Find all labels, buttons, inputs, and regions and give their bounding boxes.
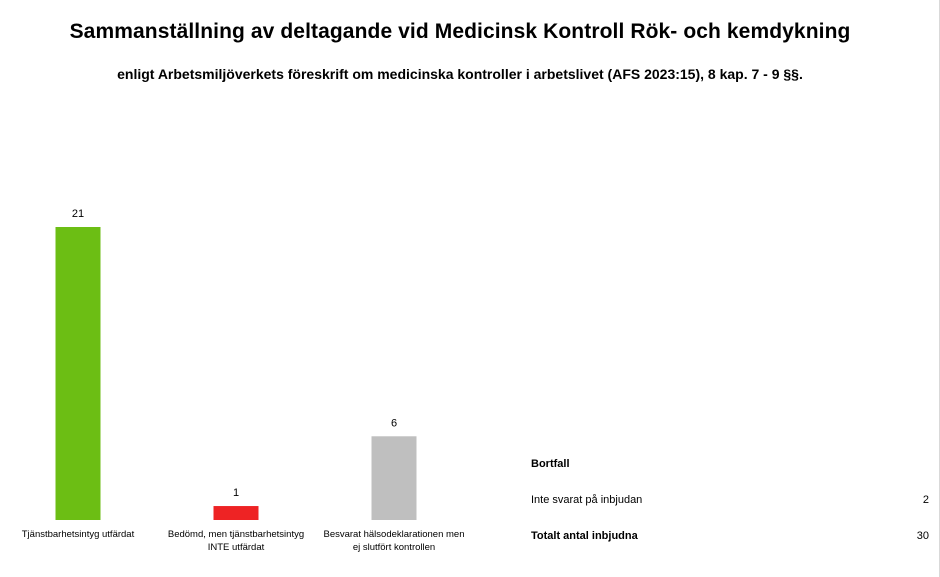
data-label-2: 1 (233, 487, 239, 499)
category-label-3: ej slutfört kontrollen (353, 542, 435, 553)
data-label-1: 21 (72, 208, 84, 220)
bar-3 (371, 436, 417, 520)
total-invited-value: 30 (916, 530, 929, 542)
dropout-row-no-answer: Inte svarat på inbjudan 2 (531, 494, 929, 510)
category-label-2: Bedömd, men tjänstbarhetsintyg (168, 529, 304, 540)
dropout-header-row: Bortfall (531, 458, 929, 474)
dropout-row-total: Totalt antal inbjudna 30 (531, 530, 929, 546)
data-label-3: 6 (391, 417, 397, 429)
chart-subtitle: enligt Arbetsmiljöverkets föreskrift om … (117, 66, 803, 82)
category-label-1: Tjänstbarhetsintyg utfärdat (22, 529, 135, 540)
category-label-3: Besvarat hälsodeklarationen men (323, 529, 464, 540)
category-label-2: INTE utfärdat (208, 542, 265, 553)
chart-title: Sammanställning av deltagande vid Medici… (69, 20, 851, 43)
dropout-header: Bortfall (531, 458, 570, 470)
dropout-row-label: Inte svarat på inbjudan (531, 494, 643, 506)
dropout-row-value: 2 (922, 494, 929, 506)
bar-1 (55, 227, 101, 520)
bar-2 (213, 506, 259, 520)
total-invited-label: Totalt antal inbjudna (531, 530, 638, 542)
